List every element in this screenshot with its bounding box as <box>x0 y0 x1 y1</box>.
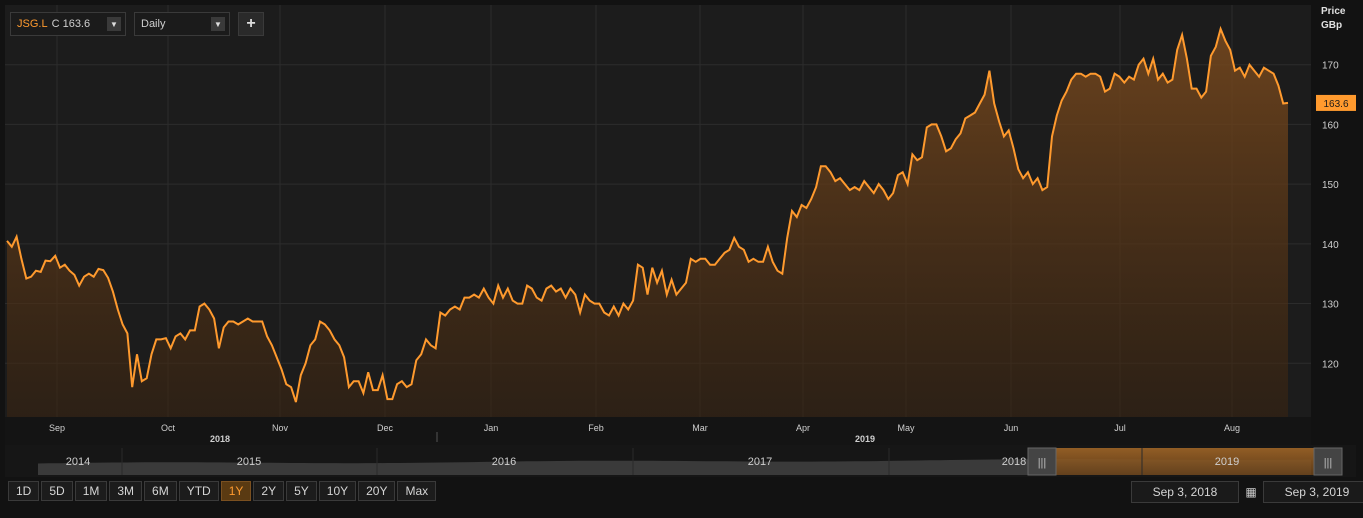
chevron-down-icon[interactable]: ▼ <box>107 17 121 31</box>
range-button[interactable]: 2Y <box>253 481 285 501</box>
calendar-icon[interactable]: ▦ <box>1245 485 1257 499</box>
range-button[interactable]: 3M <box>109 481 143 501</box>
range-button[interactable]: YTD <box>178 481 219 501</box>
navigator-year-label: 2019 <box>1215 456 1239 468</box>
range-button[interactable]: 20Y <box>358 481 396 501</box>
navigator-year-label: 2016 <box>492 456 516 468</box>
navigator-selection[interactable] <box>1042 448 1327 475</box>
date-to-input[interactable]: Sep 3, 2019 <box>1263 481 1363 503</box>
range-button[interactable]: 10Y <box>318 481 357 501</box>
x-tick-label: Nov <box>272 423 289 433</box>
navigator-left-handle-grip: ||| <box>1038 457 1047 469</box>
last-value-label: 163.6 <box>1323 99 1348 110</box>
navigator-year-label: 2018 <box>1002 456 1026 468</box>
symbol-selector[interactable]: JSG.L C 163.6 ▼ <box>10 12 126 36</box>
range-buttons: 1D 5D 1M 3M 6M YTD 1Y 2Y 5Y 10Y 20Y Max <box>8 481 437 501</box>
range-button[interactable]: 6M <box>144 481 177 501</box>
range-button[interactable]: 5Y <box>286 481 317 501</box>
date-range: Sep 3, 2018 ▦ Sep 3, 2019 ▦ <box>1131 481 1363 503</box>
chart-toolbar: JSG.L C 163.6 ▼ Daily ▼ + <box>10 12 264 36</box>
range-button[interactable]: 1M <box>74 481 108 501</box>
navigator-right-handle[interactable] <box>1313 447 1343 476</box>
x-tick-label: Feb <box>588 423 604 433</box>
range-button[interactable]: Max <box>397 481 437 501</box>
navigator-left-handle[interactable] <box>1027 447 1057 476</box>
y-tick-label: 120 <box>1322 359 1339 370</box>
x-tick-label: Jun <box>1004 423 1019 433</box>
y-tick-label: 170 <box>1322 61 1339 72</box>
navigator-area <box>38 459 1311 475</box>
interval-selector[interactable]: Daily ▼ <box>134 12 230 36</box>
x-tick-label: Dec <box>377 423 394 433</box>
date-from-input[interactable]: Sep 3, 2018 <box>1131 481 1239 503</box>
range-button[interactable]: 1Y <box>220 481 252 501</box>
range-button[interactable]: 5D <box>41 481 73 501</box>
xaxis-band <box>5 417 1311 445</box>
x-tick-label: Aug <box>1224 423 1240 433</box>
range-button[interactable]: 1D <box>8 481 40 501</box>
x-tick-label: May <box>897 423 915 433</box>
x-tick-label: Jan <box>484 423 499 433</box>
x-tick-label: Sep <box>49 423 65 433</box>
y-axis-label-price: Price <box>1321 6 1346 17</box>
x-year-label: 2019 <box>855 434 875 444</box>
add-study-button[interactable]: + <box>238 12 264 36</box>
symbol-close: C 163.6 <box>51 18 91 30</box>
navigator-year-label: 2015 <box>237 456 261 468</box>
interval-label: Daily <box>141 18 166 30</box>
y-tick-label: 160 <box>1322 120 1339 131</box>
x-year-label: 2018 <box>210 434 230 444</box>
navigator-year-label: 2014 <box>66 456 90 468</box>
y-axis: 120 130 140 150 160 170 <box>1322 61 1339 371</box>
last-value-box <box>1316 94 1356 111</box>
y-tick-label: 140 <box>1322 240 1339 251</box>
price-area <box>7 28 1288 418</box>
chevron-down-icon[interactable]: ▼ <box>211 17 225 31</box>
x-tick-label: Apr <box>796 423 810 433</box>
price-line[interactable] <box>6 25 1289 403</box>
navigator-right-handle-grip: ||| <box>1324 457 1333 469</box>
navigator-year-label: 2017 <box>748 456 772 468</box>
x-tick-label: Oct <box>161 423 176 433</box>
y-tick-label: 150 <box>1322 180 1339 191</box>
y-tick-label: 130 <box>1322 300 1339 311</box>
last-value-badge: 163.6 <box>1316 94 1356 111</box>
x-tick-label: Mar <box>692 423 708 433</box>
x-tick-label: Jul <box>1114 423 1126 433</box>
x-axis: Sep Oct Nov Dec Jan Feb Mar Apr May Jun Jul Aug 2018… <box>49 423 1240 444</box>
y-axis-label-unit: GBp <box>1321 20 1342 31</box>
symbol-ticker: JSG.L <box>17 18 48 30</box>
navigator-years: 2014 2015 2016 2017 2018 2019 <box>66 448 1239 475</box>
